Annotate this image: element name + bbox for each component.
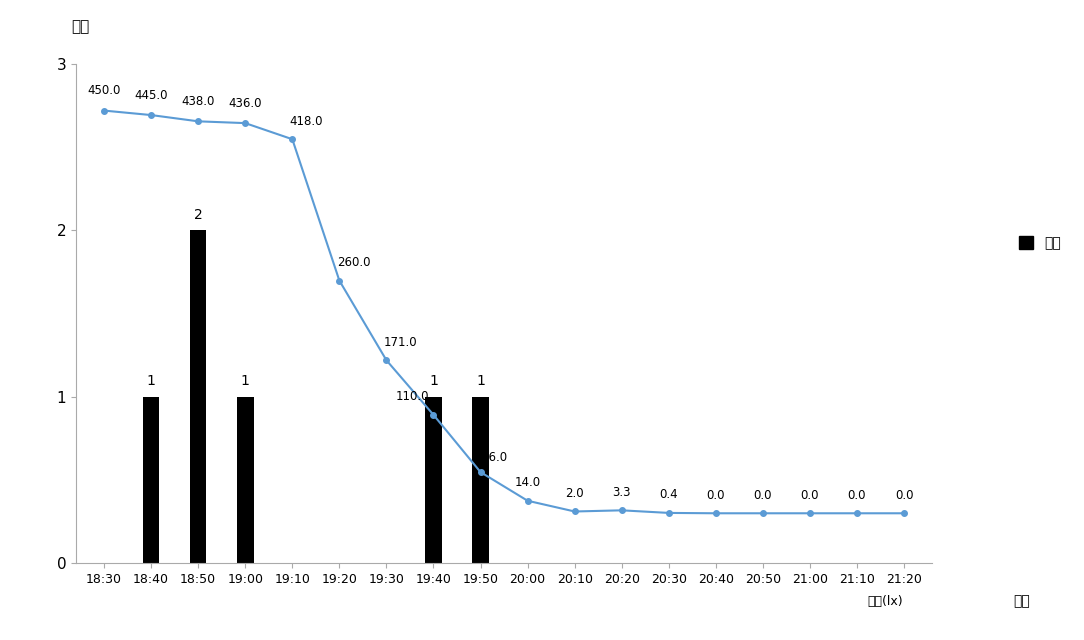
Text: 1: 1 — [476, 374, 485, 388]
Text: 1: 1 — [429, 374, 438, 388]
Text: 2.0: 2.0 — [566, 487, 584, 500]
Bar — [425, 397, 441, 563]
Text: 0.0: 0.0 — [801, 488, 820, 502]
Text: 1: 1 — [146, 374, 156, 388]
Text: 438.0: 438.0 — [181, 95, 215, 108]
Text: 14.0: 14.0 — [515, 476, 541, 489]
Text: 418.0: 418.0 — [289, 115, 323, 127]
Bar — [473, 397, 489, 563]
Text: 0.4: 0.4 — [659, 488, 679, 501]
Text: 단위(lx): 단위(lx) — [867, 595, 903, 608]
Text: 횟수: 횟수 — [72, 19, 90, 34]
Text: 436.0: 436.0 — [229, 97, 262, 110]
Bar — [237, 397, 254, 563]
Text: 2: 2 — [194, 208, 203, 222]
Text: 0.0: 0.0 — [894, 488, 913, 502]
Legend: 까치: 까치 — [1014, 230, 1067, 256]
Text: 시각: 시각 — [1014, 594, 1030, 608]
Text: 450.0: 450.0 — [88, 84, 120, 97]
Text: 1: 1 — [241, 374, 249, 388]
Text: 46.0: 46.0 — [481, 451, 507, 464]
Text: 3.3: 3.3 — [612, 486, 631, 499]
Text: 110.0: 110.0 — [396, 390, 429, 403]
Text: 260.0: 260.0 — [337, 256, 371, 269]
Text: 0.0: 0.0 — [753, 488, 772, 502]
Bar — [190, 230, 206, 563]
Text: 0.0: 0.0 — [848, 488, 866, 502]
Text: 445.0: 445.0 — [134, 89, 168, 102]
Bar — [143, 397, 159, 563]
Text: 0.0: 0.0 — [707, 488, 725, 502]
Text: 171.0: 171.0 — [384, 335, 417, 349]
